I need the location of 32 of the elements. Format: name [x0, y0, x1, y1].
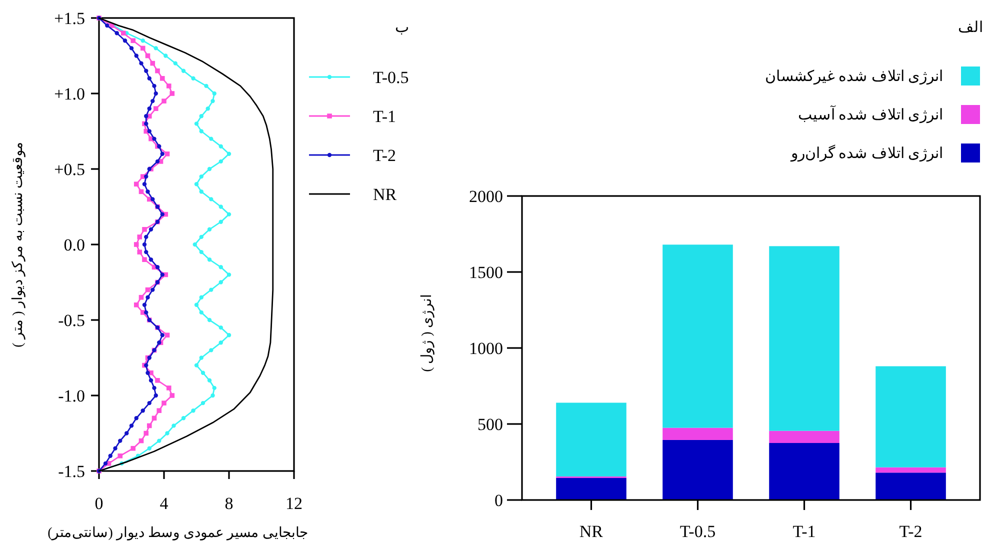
xtick: T-0.5: [680, 522, 716, 541]
title: الف: [958, 20, 983, 36]
ytick: 0: [494, 491, 503, 510]
legend-label: T-2: [373, 146, 396, 165]
xtick: 0: [94, 494, 104, 513]
ytick: +0.5: [54, 160, 85, 179]
legend-label: انرژی اتلاف شده غیرکشسان: [764, 69, 943, 85]
legend-label: انرژی اتلاف شده آسیب: [798, 108, 943, 124]
ytick: 500: [478, 415, 503, 434]
legend-label: T-1: [373, 107, 396, 126]
legend-label: T-0.5: [373, 68, 409, 87]
ytick: 1500: [469, 263, 503, 282]
xtick: 8: [224, 494, 234, 513]
ytick: +1.0: [54, 84, 85, 104]
legend-label: NR: [373, 185, 397, 204]
ylabel: انرژی ( ژول ): [420, 294, 435, 372]
xtick: NR: [579, 522, 604, 541]
legend-label: انرژی اتلاف شده گران‌رو: [790, 146, 943, 162]
ytick: -1.5: [58, 462, 85, 481]
ytick: 0.0: [64, 236, 85, 254]
xtick: 12: [286, 494, 302, 513]
ylabel: موقعیت نسبت به مرکز دیوار ( متر ): [11, 142, 26, 348]
xlabel: جابجایی مسیر عمودی وسط دیوار (سانتی‌متر): [48, 526, 308, 541]
xtick: T-2: [899, 522, 922, 541]
ytick: -1.0: [58, 386, 85, 406]
ytick: 1000: [469, 339, 503, 358]
ytick: 2000: [469, 187, 503, 206]
xtick: T-1: [792, 522, 816, 541]
ytick: -0.5: [58, 311, 85, 330]
ytick: +1.5: [54, 9, 85, 28]
annotation: ب: [395, 20, 409, 36]
xtick: 4: [160, 494, 168, 513]
